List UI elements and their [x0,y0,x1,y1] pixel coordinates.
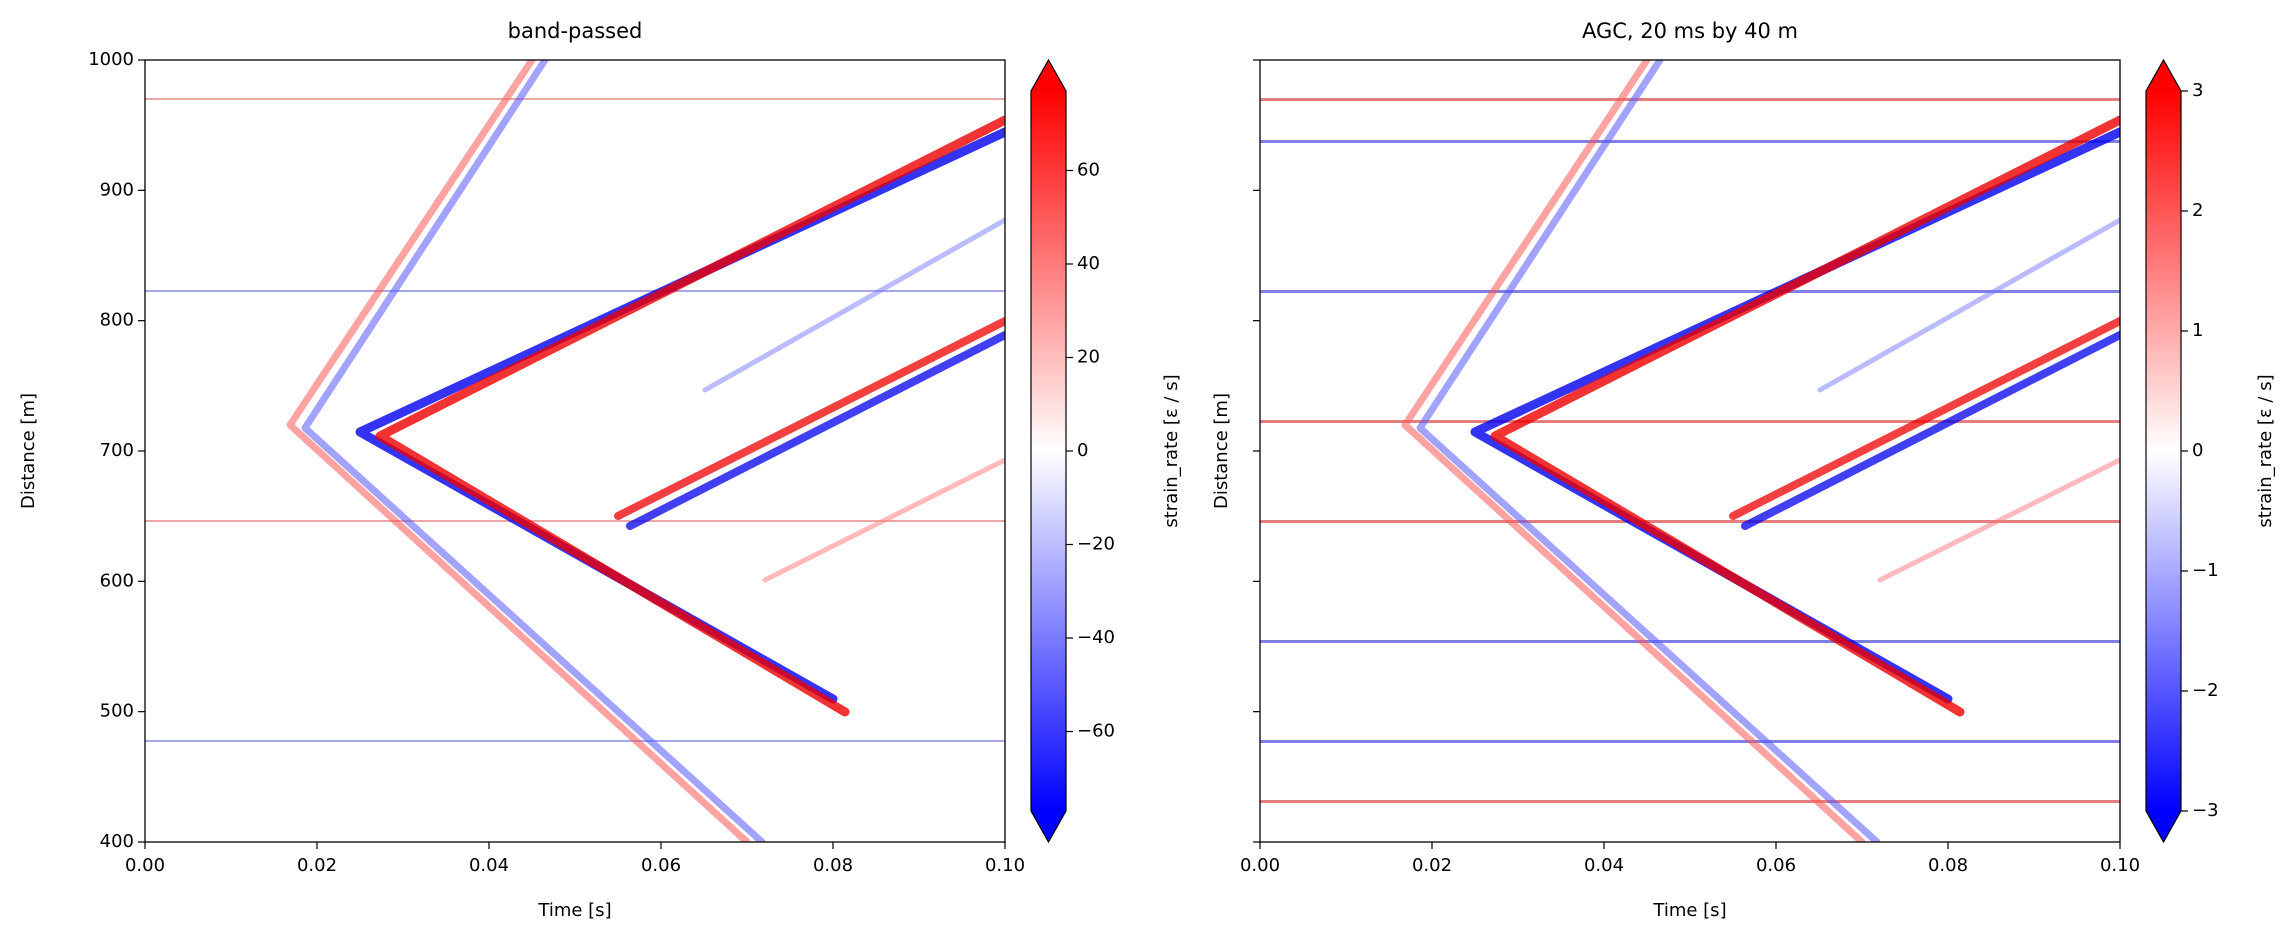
panel-noise-left [145,98,1005,742]
y-tick-label: 900 [100,179,134,200]
x-tick-label: 0.04 [469,855,509,876]
colorbar-tick-label: 0 [2192,440,2203,461]
y-axis-label: Distance [m] [1211,393,1232,509]
x-tick-label: 0.06 [641,855,681,876]
colorbar-tick-label: 20 [1077,346,1100,367]
colorbar-tick-label: −20 [1077,534,1115,555]
colorbar-tick-label: 3 [2192,80,2203,101]
colorbar [2146,91,2181,811]
colorbar-extend-min [2146,811,2181,842]
colorbar-extend-max [2146,60,2181,91]
colorbar-tick-label: 60 [1077,159,1100,180]
colorbar-tick-label: −2 [2192,680,2219,701]
panel-noise-right [1260,98,2120,803]
x-tick-label: 0.10 [2100,855,2140,876]
x-tick-label: 0.08 [813,855,853,876]
heatmap-image [1405,60,2120,842]
chart-title: AGC, 20 ms by 40 m [1582,19,1798,43]
colorbar-extend-min [1031,811,1066,842]
colorbar-tick-label: −3 [2192,800,2219,821]
y-axis-label: Distance [m] [18,393,39,509]
y-tick-label: 400 [100,831,134,852]
colorbar-label: strain_rate [ε / s] [2255,374,2276,527]
x-tick-label: 0.02 [1412,855,1452,876]
x-tick-label: 0.08 [1928,855,1968,876]
x-tick-label: 0.00 [125,855,165,876]
heatmap-image [290,60,1005,842]
colorbar-tick-label: 0 [1077,440,1088,461]
colorbar-tick-label: −60 [1077,721,1115,742]
x-tick-label: 0.10 [985,855,1025,876]
y-tick-label: 600 [100,570,134,591]
y-tick-label: 500 [100,701,134,722]
colorbar-extend-max [1031,60,1066,91]
y-tick-label: 1000 [88,49,134,70]
x-tick-label: 0.02 [297,855,337,876]
colorbar [1031,91,1066,811]
colorbar-label: strain_rate [ε / s] [1161,374,1182,527]
plot-frame [1259,59,2121,843]
x-axis-label: Time [s] [1652,900,1726,921]
plot-frame [144,59,1006,843]
colorbar-tick-label: 1 [2192,320,2203,341]
x-axis-label: Time [s] [537,900,611,921]
colorbar-outline [1030,58,1067,844]
y-tick-label: 800 [100,310,134,331]
x-tick-label: 0.00 [1240,855,1280,876]
x-tick-label: 0.04 [1584,855,1624,876]
colorbar-tick-label: −1 [2192,560,2219,581]
chart-title: band-passed [508,19,643,43]
x-tick-label: 0.06 [1756,855,1796,876]
colorbar-tick-label: −40 [1077,627,1115,648]
colorbar-tick-label: 2 [2192,200,2203,221]
y-tick-label: 700 [100,440,134,461]
colorbar-tick-label: 40 [1077,253,1100,274]
